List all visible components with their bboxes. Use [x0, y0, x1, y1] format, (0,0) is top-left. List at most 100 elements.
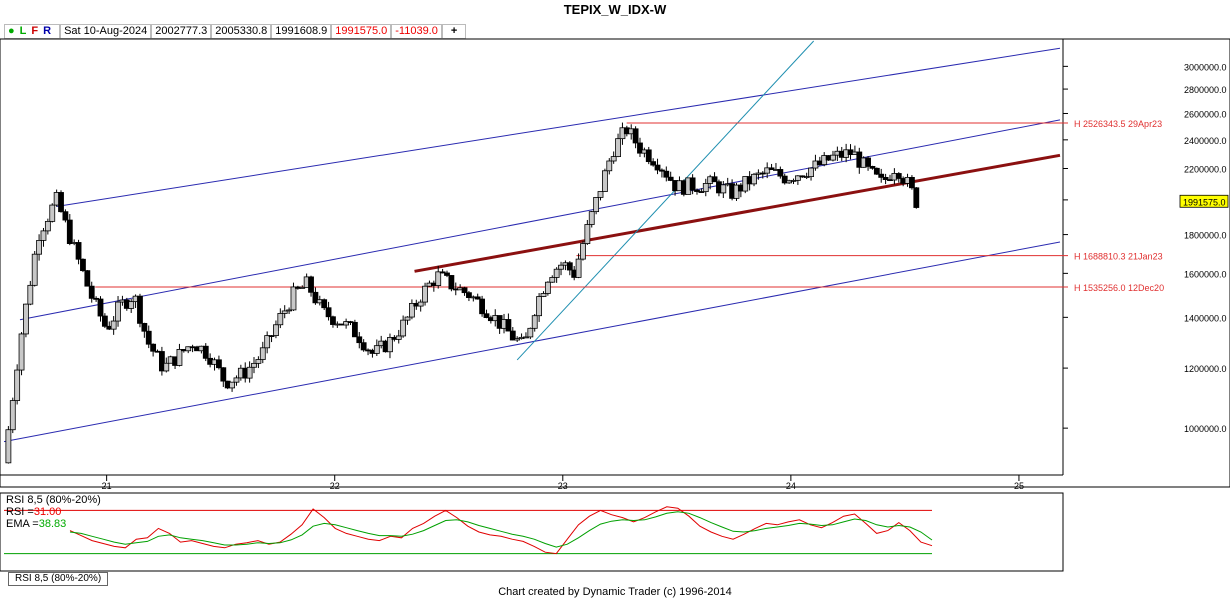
- candle-body: [53, 192, 60, 206]
- candle-body: [509, 330, 516, 341]
- candle-body: [558, 264, 564, 270]
- candle-body: [97, 298, 104, 317]
- candle-body: [821, 155, 828, 166]
- candle-body: [343, 321, 350, 326]
- candle-body: [439, 271, 446, 274]
- candle-body: [452, 288, 459, 291]
- trend-line: [414, 153, 1061, 273]
- candle-body: [180, 349, 187, 352]
- candle-body: [544, 281, 551, 294]
- r-button[interactable]: R: [43, 24, 52, 37]
- candle-body: [751, 173, 757, 185]
- candle-body: [852, 151, 858, 155]
- y-tick-label-5: 2000000.0: [1184, 196, 1227, 206]
- l-button[interactable]: L: [19, 24, 27, 37]
- candle-body: [825, 155, 832, 161]
- candle-body: [189, 346, 196, 349]
- green-dot-icon[interactable]: ●: [8, 24, 15, 37]
- high-readout: 2005330.8: [211, 23, 272, 39]
- info-bar: ● L F R Sat 10-Aug-2024 2002777.3 2005330.8…: [4, 23, 467, 39]
- candle-body: [281, 310, 288, 314]
- candle-body: [444, 272, 450, 276]
- candle-body: [207, 357, 214, 365]
- candle-body: [71, 242, 78, 245]
- candle-body: [417, 301, 424, 307]
- candle-body: [676, 180, 683, 192]
- candle-body: [457, 287, 464, 291]
- candle-body: [571, 269, 578, 278]
- candle-body: [251, 362, 257, 368]
- candle-body: [321, 299, 328, 309]
- candle-body: [470, 296, 477, 299]
- candle-body: [742, 176, 749, 192]
- footer-credit: Chart created by Dynamic Trader (c) 1996…: [498, 586, 732, 598]
- candle-body: [794, 175, 801, 181]
- x-tick-label-0: 21: [102, 481, 112, 491]
- y-tick-label-10: 1000000.0: [1184, 424, 1227, 434]
- candle-body: [115, 301, 121, 322]
- candle-body: [242, 367, 249, 379]
- candle-body: [645, 149, 652, 163]
- rsi-tab[interactable]: RSI 8,5 (80%-20%): [8, 572, 109, 586]
- candle-body: [812, 160, 819, 169]
- candle-body: [93, 297, 100, 300]
- y-tick-label-1: 2800000.0: [1184, 85, 1227, 95]
- candle-body: [746, 176, 753, 185]
- candle-body: [830, 154, 836, 161]
- candle-body: [716, 181, 722, 194]
- rsi-legend: RSI 8,5 (80%-20%) RSI =31.00 EMA =38.83: [6, 494, 101, 530]
- candle-body: [264, 335, 271, 349]
- last-price-label: 1991575.0: [1183, 197, 1226, 207]
- candle-body: [483, 313, 490, 318]
- candle-body: [198, 345, 205, 352]
- y-tick-label-3: 2400000.0: [1184, 136, 1227, 146]
- chart-title: TEPIX_W_IDX-W: [563, 2, 667, 17]
- candle-body: [365, 349, 371, 352]
- candle-body: [58, 192, 64, 213]
- candle-body: [501, 319, 507, 329]
- candle-body: [685, 177, 692, 195]
- candle-body: [9, 400, 16, 431]
- candle-body: [689, 177, 696, 191]
- candle-body: [110, 320, 117, 330]
- candle-body: [382, 340, 389, 353]
- candle-body: [119, 299, 126, 303]
- candle-body: [40, 230, 47, 241]
- candle-body: [387, 337, 393, 353]
- candle-body: [290, 286, 297, 311]
- candle-body: [334, 323, 341, 326]
- open-readout: 2002777.3: [151, 23, 212, 39]
- candle-body: [803, 176, 810, 178]
- candle-body: [23, 303, 29, 335]
- candle-body: [549, 277, 556, 283]
- candle-body: [672, 180, 678, 192]
- candle-body: [141, 322, 148, 332]
- candle-body: [711, 176, 718, 183]
- candle-body: [167, 356, 174, 364]
- candle-body: [400, 319, 407, 337]
- candle-body: [597, 191, 604, 198]
- candle-body: [663, 170, 670, 178]
- candle-body: [759, 172, 766, 175]
- date-readout: Sat 10-Aug-2024: [60, 23, 152, 39]
- candle-body: [909, 176, 915, 189]
- candle-body: [540, 293, 547, 297]
- add-icon[interactable]: +: [441, 23, 467, 39]
- candle-body: [255, 359, 262, 364]
- candle-body: [316, 299, 323, 304]
- lfr-toggles[interactable]: ● L F R: [4, 23, 61, 39]
- candle-body: [816, 160, 823, 166]
- f-button[interactable]: F: [31, 24, 39, 37]
- candle-body: [185, 346, 192, 352]
- candle-body: [154, 350, 161, 353]
- candle-body: [395, 335, 402, 340]
- candle-body: [654, 164, 661, 171]
- candle-body: [466, 292, 472, 298]
- candle-body: [790, 179, 797, 182]
- low-readout: 1991608.9: [271, 23, 332, 39]
- candle-body: [843, 149, 850, 158]
- candle-body: [523, 336, 529, 339]
- y-tick-label-7: 1600000.0: [1184, 269, 1227, 279]
- candle-body: [106, 325, 113, 330]
